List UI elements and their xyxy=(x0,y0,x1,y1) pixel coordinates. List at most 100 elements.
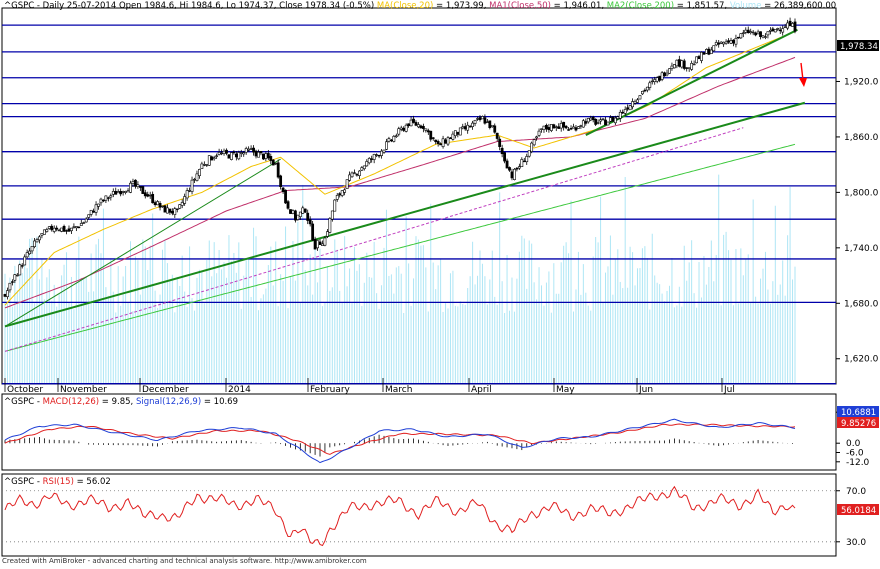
candle-body xyxy=(259,151,263,154)
ma50-label: MA1(Close,50) xyxy=(489,1,551,11)
candle-body xyxy=(372,154,376,160)
candle-body xyxy=(586,118,590,123)
down-arrow-icon xyxy=(799,62,807,87)
candle-body xyxy=(74,226,78,229)
month-label: October xyxy=(7,385,43,395)
candle-body xyxy=(13,274,17,281)
month-label: February xyxy=(310,385,351,395)
candle-body xyxy=(436,141,440,144)
candle-body xyxy=(530,142,534,152)
candle-body xyxy=(754,32,758,36)
candle-body xyxy=(668,68,671,74)
candle-body xyxy=(89,209,93,215)
candle-body xyxy=(289,209,292,214)
candle-body xyxy=(650,80,654,83)
candle-body xyxy=(687,67,691,69)
candle-body xyxy=(321,243,324,246)
candle-body xyxy=(591,116,595,121)
trendline xyxy=(4,127,744,352)
candle-body xyxy=(353,172,356,174)
candle-body xyxy=(759,31,762,37)
candle-body xyxy=(67,228,71,232)
candle-body xyxy=(490,124,494,127)
candle-body xyxy=(572,126,575,129)
candle-body xyxy=(520,159,524,167)
candle-body xyxy=(488,120,492,129)
month-label: Jul xyxy=(723,385,735,395)
candle-body xyxy=(554,126,558,128)
candle-body xyxy=(200,163,204,169)
candle-body xyxy=(205,164,209,166)
candle-body xyxy=(185,190,189,199)
candle-body xyxy=(124,191,127,193)
candle-body xyxy=(116,191,120,194)
candle-body xyxy=(323,237,327,246)
candle-body xyxy=(298,211,302,218)
macd-tick-label: -12.0 xyxy=(846,458,870,468)
candle-body xyxy=(387,138,391,142)
signal-badge-text: 9.85276 xyxy=(841,419,876,429)
candle-body xyxy=(220,152,223,155)
candle-body xyxy=(131,181,135,184)
candle-body xyxy=(461,126,465,129)
candle-body xyxy=(680,60,684,68)
candle-body xyxy=(158,203,162,208)
candle-body xyxy=(483,117,487,124)
candle-body xyxy=(705,49,708,54)
candle-body xyxy=(183,196,187,204)
rsi-prefix: ^GSPC - xyxy=(4,477,43,487)
candle-body xyxy=(340,190,344,196)
candle-body xyxy=(87,214,91,218)
candle-body xyxy=(751,31,755,34)
candle-body xyxy=(717,42,721,45)
candle-body xyxy=(732,39,735,44)
candle-body xyxy=(623,109,627,114)
candle-body xyxy=(768,29,772,32)
candle-body xyxy=(79,223,83,226)
candle-body xyxy=(227,154,231,159)
candle-body xyxy=(296,214,300,220)
candle-body xyxy=(525,156,529,163)
candle-body xyxy=(441,138,445,147)
rsi-header: ^GSPC - RSI(15) = 56.02 xyxy=(4,477,111,487)
candle-body xyxy=(239,152,243,154)
candle-body xyxy=(527,150,531,157)
candle-body xyxy=(33,240,36,247)
candle-body xyxy=(660,72,664,80)
candle-body xyxy=(429,130,433,140)
candle-body xyxy=(616,116,620,119)
candle-body xyxy=(294,210,297,221)
candle-body xyxy=(301,207,305,214)
trendline xyxy=(4,101,806,328)
candle-body xyxy=(431,137,435,139)
price-tick-label: 1,920.0 xyxy=(844,77,879,87)
candle-body xyxy=(505,160,509,169)
footer-credit: Created with AmiBroker - advanced charti… xyxy=(2,557,367,565)
candle-body xyxy=(104,195,108,201)
candle-body xyxy=(232,151,236,154)
candle-body xyxy=(746,29,750,34)
candle-body xyxy=(685,67,689,69)
candle-body xyxy=(778,29,782,32)
candle-body xyxy=(468,126,472,128)
candle-body xyxy=(773,29,777,33)
candle-body xyxy=(500,147,504,155)
candle-body xyxy=(173,208,177,215)
ma50-line xyxy=(4,56,796,309)
candle-body xyxy=(52,227,56,232)
candle-body xyxy=(276,162,280,178)
candle-body xyxy=(739,33,743,39)
macd-header: ^GSPC - MACD(12,26) = 9.85, Signal(12,26… xyxy=(4,397,238,407)
candle-body xyxy=(473,119,477,124)
macd-indicator: 20.00.0-6.0-12.0 xyxy=(4,408,870,468)
candle-body xyxy=(444,139,447,144)
candle-body xyxy=(606,121,610,126)
candle-body xyxy=(62,226,66,232)
candle-body xyxy=(419,125,423,129)
candle-body xyxy=(20,265,24,267)
candle-body xyxy=(522,160,526,163)
candle-body xyxy=(458,127,462,136)
candle-body xyxy=(30,246,34,252)
candle-body xyxy=(426,130,430,133)
